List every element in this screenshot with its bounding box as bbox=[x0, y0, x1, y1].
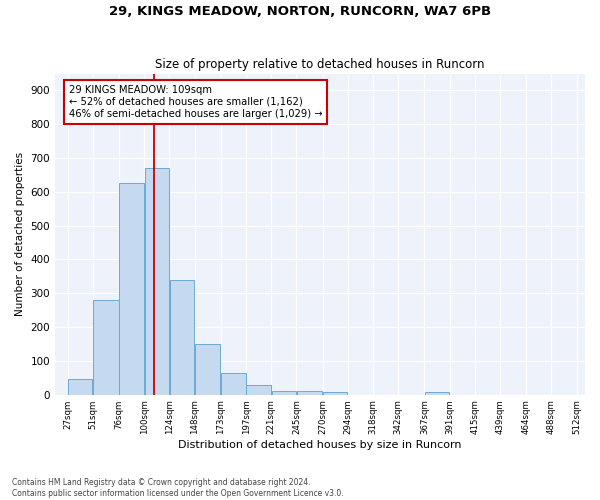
Bar bbox=[297, 392, 322, 394]
Bar bbox=[145, 168, 169, 394]
Text: 29, KINGS MEADOW, NORTON, RUNCORN, WA7 6PB: 29, KINGS MEADOW, NORTON, RUNCORN, WA7 6… bbox=[109, 5, 491, 18]
Y-axis label: Number of detached properties: Number of detached properties bbox=[15, 152, 25, 316]
Text: 29 KINGS MEADOW: 109sqm
← 52% of detached houses are smaller (1,162)
46% of semi: 29 KINGS MEADOW: 109sqm ← 52% of detache… bbox=[68, 86, 322, 118]
X-axis label: Distribution of detached houses by size in Runcorn: Distribution of detached houses by size … bbox=[178, 440, 462, 450]
Bar bbox=[272, 392, 296, 394]
Bar bbox=[119, 184, 144, 394]
Bar bbox=[93, 300, 119, 394]
Title: Size of property relative to detached houses in Runcorn: Size of property relative to detached ho… bbox=[155, 58, 485, 71]
Bar bbox=[425, 392, 449, 394]
Bar bbox=[195, 344, 220, 395]
Bar bbox=[170, 280, 194, 394]
Bar bbox=[323, 392, 347, 394]
Bar bbox=[68, 380, 92, 394]
Bar bbox=[247, 384, 271, 394]
Text: Contains HM Land Registry data © Crown copyright and database right 2024.
Contai: Contains HM Land Registry data © Crown c… bbox=[12, 478, 344, 498]
Bar bbox=[221, 372, 245, 394]
